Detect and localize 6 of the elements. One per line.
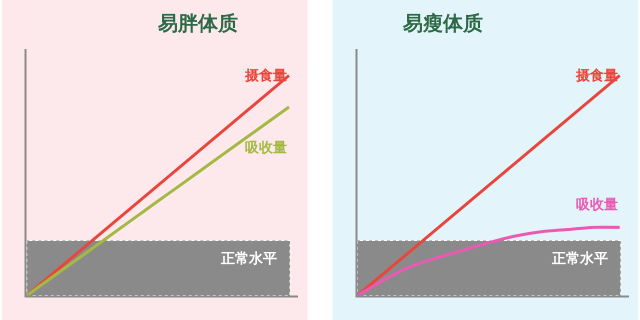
chart-title: 易瘦体质 [402, 11, 483, 35]
chart-title: 易胖体质 [157, 11, 238, 35]
band-label: 正常水平 [220, 251, 277, 267]
series-label: 吸收量 [245, 140, 287, 156]
band-label: 正常水平 [551, 251, 608, 267]
series-label: 吸收量 [576, 197, 618, 213]
